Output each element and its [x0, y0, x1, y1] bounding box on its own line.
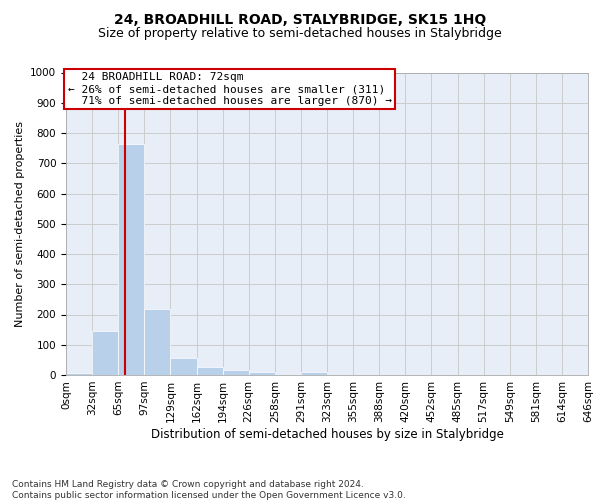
Bar: [301, 372, 327, 375]
Bar: [145, 309, 170, 375]
Bar: [223, 370, 249, 375]
Bar: [92, 331, 118, 375]
Text: Size of property relative to semi-detached houses in Stalybridge: Size of property relative to semi-detach…: [98, 28, 502, 40]
Y-axis label: Number of semi-detached properties: Number of semi-detached properties: [14, 120, 25, 327]
Bar: [197, 368, 223, 375]
Bar: [66, 372, 92, 375]
Text: Contains HM Land Registry data © Crown copyright and database right 2024.
Contai: Contains HM Land Registry data © Crown c…: [12, 480, 406, 500]
Bar: [249, 372, 275, 375]
Bar: [118, 144, 145, 375]
Text: 24 BROADHILL ROAD: 72sqm
← 26% of semi-detached houses are smaller (311)
  71% o: 24 BROADHILL ROAD: 72sqm ← 26% of semi-d…: [68, 72, 392, 106]
X-axis label: Distribution of semi-detached houses by size in Stalybridge: Distribution of semi-detached houses by …: [151, 428, 503, 440]
Text: 24, BROADHILL ROAD, STALYBRIDGE, SK15 1HQ: 24, BROADHILL ROAD, STALYBRIDGE, SK15 1H…: [114, 12, 486, 26]
Bar: [170, 358, 197, 375]
